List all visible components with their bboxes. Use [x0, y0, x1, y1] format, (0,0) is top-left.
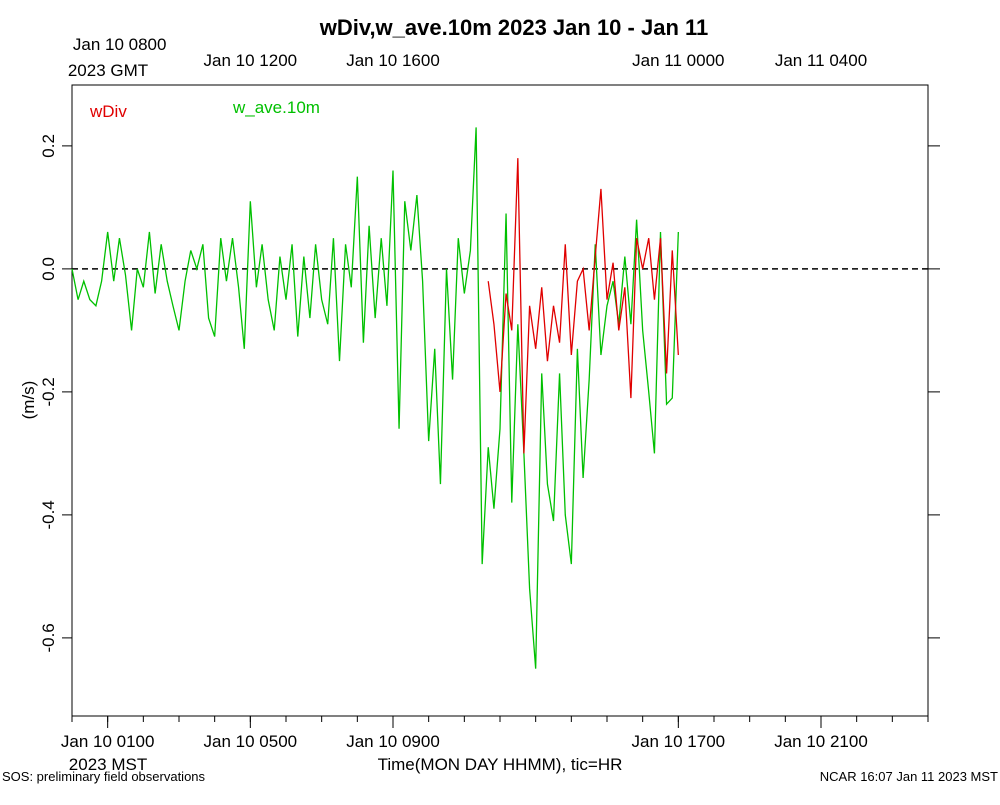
x-axis-label: Time(MON DAY HHMM), tic=HR — [378, 755, 623, 774]
x2-timezone: 2023 GMT — [68, 61, 148, 80]
x-tick-label: Jan 10 0900 — [346, 732, 440, 751]
y-tick-label: -0.4 — [39, 500, 58, 529]
footer-left: SOS: preliminary field observations — [2, 769, 206, 784]
y-tick-label: -0.6 — [39, 623, 58, 652]
chart-title: wDiv,w_ave.10m 2023 Jan 10 - Jan 11 — [319, 15, 709, 40]
series-line — [487, 158, 679, 454]
x2-tick-label: Jan 10 1200 — [204, 51, 298, 70]
series-line — [71, 127, 679, 669]
legend-entry: w_ave.10m — [232, 98, 320, 117]
x-tick-label: Jan 10 0100 — [61, 732, 155, 751]
x2-tick-label: Jan 10 0800 — [73, 35, 167, 54]
x-tick-label: Jan 10 1700 — [632, 732, 726, 751]
x-tick-label: Jan 10 2100 — [774, 732, 868, 751]
plot-frame — [71, 84, 929, 717]
x2-tick-label: Jan 10 1600 — [346, 51, 440, 70]
x-tick-label: Jan 10 0500 — [204, 732, 298, 751]
y-tick-label: 0.2 — [39, 134, 58, 158]
y-axis-label: (m/s) — [19, 381, 38, 420]
x2-tick-label: Jan 11 0000 — [632, 51, 724, 70]
y-tick-label: 0.0 — [39, 257, 58, 281]
y-tick-label: -0.2 — [39, 377, 58, 406]
footer-right: NCAR 16:07 Jan 11 2023 MST — [820, 769, 998, 784]
x-timezone: 2023 MST — [69, 755, 147, 774]
legend-entry: wDiv — [89, 102, 127, 121]
x2-tick-label: Jan 11 0400 — [775, 51, 867, 70]
